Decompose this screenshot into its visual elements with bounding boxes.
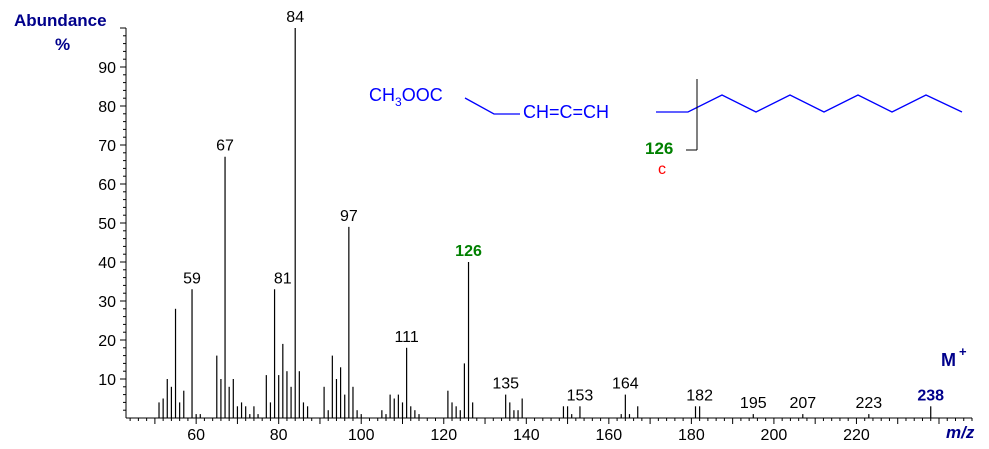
peak-labels: 59 67 81 84 97 111 126 135 153 164 182 195 207 223 238 — [183, 9, 944, 412]
x-tick-label: 200 — [761, 427, 788, 444]
cleavage-mass-label: 126 — [645, 139, 673, 158]
peak-label: 135 — [492, 376, 519, 393]
x-tick-label: 100 — [348, 427, 375, 444]
y-axis-title: Abundance — [14, 11, 107, 30]
peak-bars — [158, 28, 932, 418]
peak-label: 111 — [394, 329, 418, 346]
peak-label: 97 — [340, 208, 358, 225]
peak-label: 195 — [740, 395, 767, 412]
y-tick-label: 50 — [98, 216, 116, 233]
x-tick-label: 220 — [843, 427, 870, 444]
peak-label: 67 — [216, 138, 234, 155]
molecular-ion-charge: + — [959, 344, 967, 359]
x-tick-label: 80 — [270, 427, 288, 444]
peak-label: 153 — [567, 387, 594, 404]
peak-label: 164 — [612, 376, 639, 393]
peak-label: 81 — [274, 270, 292, 287]
peak-label: 126 — [455, 243, 482, 260]
x-tick-label: 180 — [678, 427, 705, 444]
x-tick-label: 160 — [595, 427, 622, 444]
y-tick-label: 30 — [98, 294, 116, 311]
allene-group: CH=C=CH — [523, 102, 609, 122]
cleavage-letter: c — [658, 161, 666, 178]
structure-diagram: CH3OOC CH=C=CH 126 c — [369, 79, 963, 178]
peak-label: 182 — [686, 387, 713, 404]
peak-label: 59 — [183, 270, 201, 287]
y-tick-label: 60 — [98, 177, 116, 194]
x-ticks: 60 80 100 120 140 160 180 200 220 — [129, 418, 973, 444]
ester-chain-bonds — [464, 97, 520, 115]
molecular-ion-label: M — [941, 350, 956, 370]
molecular-ion-marker: M + — [941, 344, 967, 370]
y-tick-label: 80 — [98, 99, 116, 116]
y-axis-unit: % — [55, 35, 70, 54]
peak-label: 238 — [917, 387, 944, 404]
y-tick-label: 20 — [98, 333, 116, 350]
y-tick-label: 10 — [98, 372, 116, 389]
y-tick-label: 40 — [98, 255, 116, 272]
y-tick-label: 70 — [98, 138, 116, 155]
ester-group: CH3OOC — [369, 85, 443, 109]
peak-label: 84 — [286, 9, 304, 26]
peak-label: 207 — [789, 395, 816, 412]
x-tick-label: 140 — [513, 427, 540, 444]
y-tick-label: 90 — [98, 60, 116, 77]
x-tick-label: 120 — [430, 427, 457, 444]
y-ticks: 10 20 30 40 50 60 70 80 90 — [98, 27, 126, 411]
alkyl-chain — [656, 94, 963, 113]
x-tick-label: 60 — [187, 427, 205, 444]
peak-label: 223 — [855, 395, 882, 412]
x-axis-title: m/z — [946, 423, 975, 442]
